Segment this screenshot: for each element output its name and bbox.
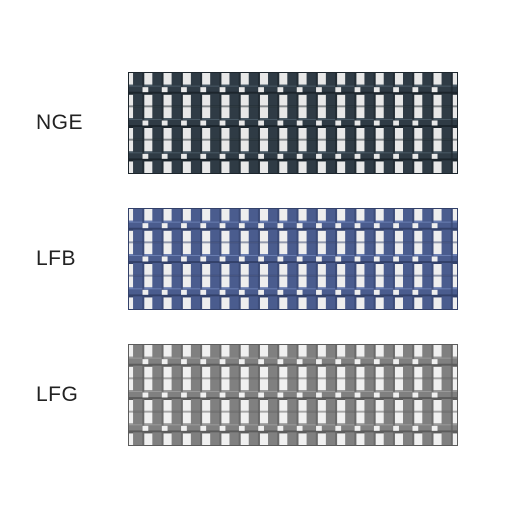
belt-swatch bbox=[128, 344, 458, 446]
belt-variants: NGE LFB LFG bbox=[0, 0, 512, 482]
belt-row: NGE bbox=[36, 72, 476, 174]
belt-row: LFG bbox=[36, 344, 476, 446]
belt-label: LFB bbox=[36, 247, 128, 271]
belt-row: LFB bbox=[36, 208, 476, 310]
belt-swatch bbox=[128, 72, 458, 174]
belt-label: LFG bbox=[36, 383, 128, 407]
belt-label: NGE bbox=[36, 111, 128, 135]
belt-swatch bbox=[128, 208, 458, 310]
